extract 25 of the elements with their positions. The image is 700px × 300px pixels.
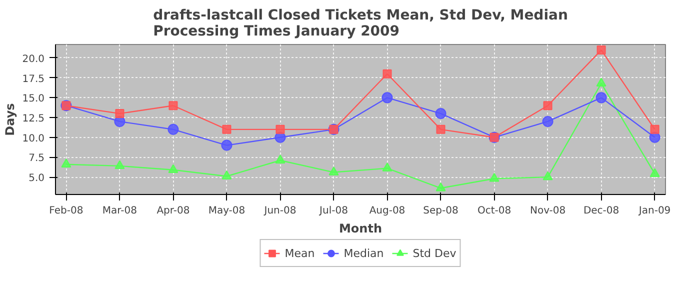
chart-title: drafts-lastcall Closed Tickets Mean, Std Dev, Median Processing Times January 2009 — [153, 8, 568, 40]
x-tick-label: May-08 — [208, 206, 246, 216]
y-tick-label: 17.5 — [22, 74, 44, 85]
y-tick-label: 15.0 — [22, 94, 44, 105]
x-tick-label: Sep-08 — [423, 206, 458, 216]
x-axis-title: Month — [338, 222, 382, 236]
x-tick-label: Nov-08 — [530, 206, 566, 216]
y-tick-label: 5.0 — [28, 173, 45, 184]
x-tick-label: Feb-08 — [49, 206, 84, 216]
x-tick-label: Aug-08 — [369, 206, 406, 216]
y-tick-label: 7.5 — [28, 153, 45, 164]
y-axis-title: Days — [3, 103, 18, 136]
y-tick-label: 20.0 — [22, 54, 44, 65]
x-tick-label: Jul-08 — [318, 206, 348, 216]
legend-label: Mean — [284, 246, 315, 260]
legend-label: Median — [344, 246, 384, 260]
y-tick-label: 10.0 — [22, 133, 44, 144]
x-tick-label: Dec-08 — [583, 206, 620, 216]
x-tick-label: Jun-08 — [263, 206, 296, 216]
x-tick-label: Jan-09 — [638, 206, 671, 216]
legend-label: Std Dev — [412, 246, 456, 260]
x-tick-label: Oct-08 — [477, 206, 512, 216]
y-tick-label: 12.5 — [22, 114, 44, 125]
x-tick-label: Mar-08 — [102, 206, 137, 216]
x-tick-label: Apr-08 — [156, 206, 190, 216]
